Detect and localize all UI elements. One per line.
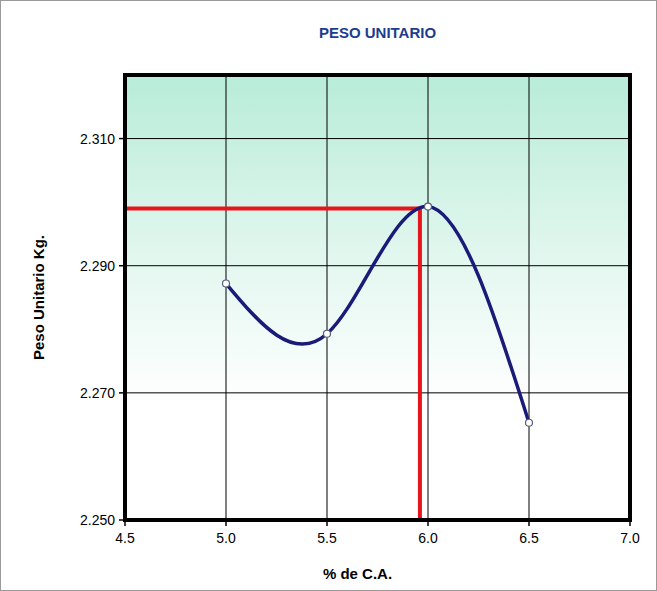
y-tick-label: 2.270 <box>80 385 115 401</box>
y-tick-label: 2.250 <box>80 512 115 528</box>
chart-title: PESO UNITARIO <box>319 24 437 41</box>
data-point <box>324 330 331 337</box>
grid-line <box>529 75 530 520</box>
chart-canvas: PESO UNITARIO 2.250 2.270 2.290 2.310 4.5 5.0 5… <box>0 0 657 591</box>
x-tick-label: 4.5 <box>115 530 135 546</box>
y-tick-label: 2.290 <box>80 258 115 274</box>
outer-border <box>1 1 657 591</box>
data-point <box>223 280 230 287</box>
plot-background <box>125 75 630 520</box>
data-group <box>125 203 533 520</box>
y-tick-label: 2.310 <box>80 131 115 147</box>
x-axis-title: % de C.A. <box>323 565 392 582</box>
data-point <box>425 203 432 210</box>
data-point <box>526 419 533 426</box>
x-tick-label: 6.5 <box>519 530 539 546</box>
data-line <box>226 207 529 423</box>
reference-line-horizontal <box>125 207 420 211</box>
x-tick-label: 5.5 <box>317 530 337 546</box>
grid-line <box>125 138 630 139</box>
plot-frame <box>125 75 630 520</box>
grid-line <box>327 75 328 520</box>
grid-line <box>428 75 429 520</box>
grid-line <box>125 392 630 393</box>
grid <box>125 75 630 520</box>
grid-line <box>226 75 227 520</box>
y-axis-title: Peso Unitario Kg. <box>30 235 47 360</box>
reference-line-vertical <box>418 209 422 521</box>
grid-line <box>125 265 630 266</box>
x-tick-label: 7.0 <box>620 530 640 546</box>
x-tick-label: 6.0 <box>418 530 438 546</box>
x-tick-label: 5.0 <box>216 530 236 546</box>
